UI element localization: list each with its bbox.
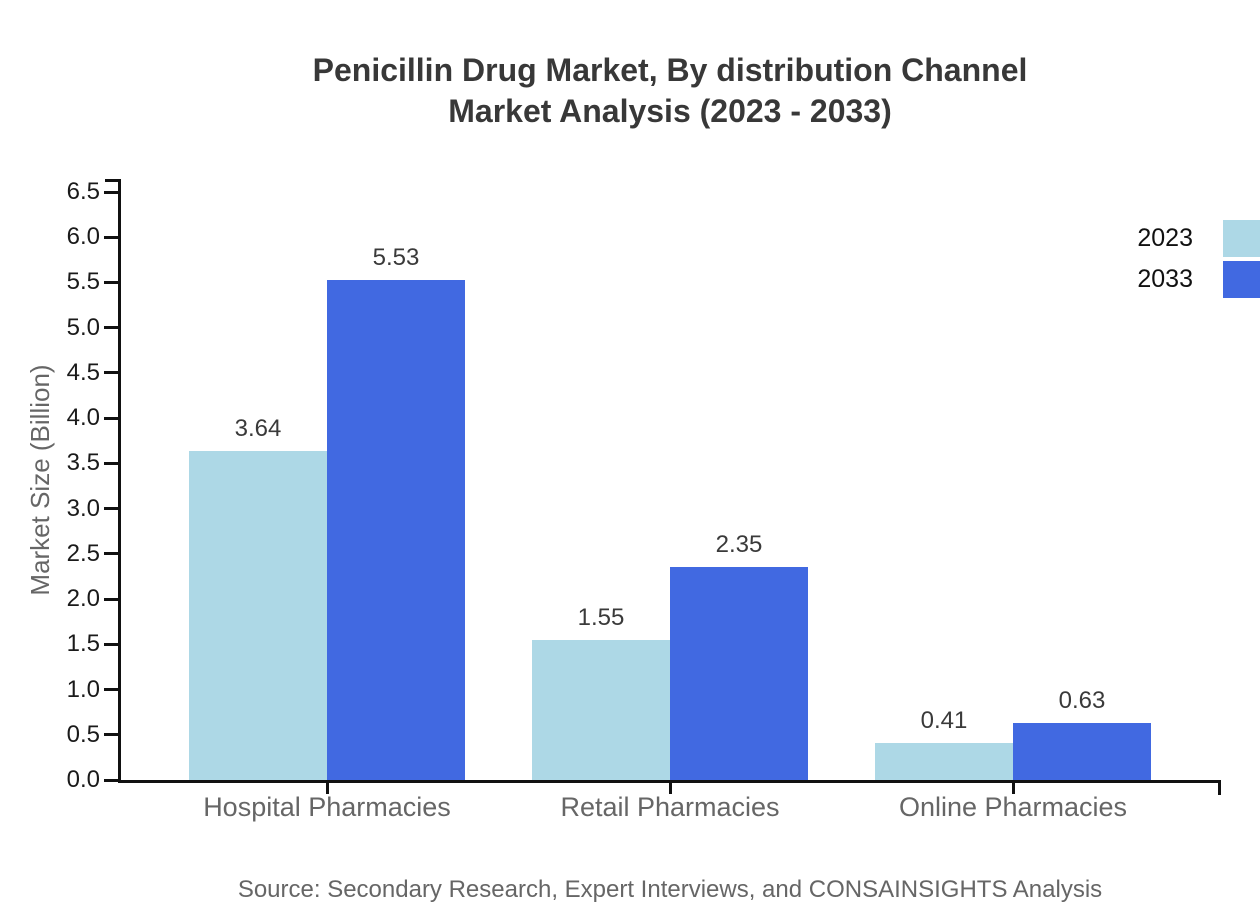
y-tick [104,280,118,284]
y-tick [104,733,118,737]
bar-value-label: 0.63 [1058,687,1106,714]
x-axis-right-cap [1218,780,1221,795]
x-tick [325,780,329,794]
bar-2023-0 [189,450,327,780]
bar-2023-2 [875,742,1013,780]
y-tick-label: 5.0 [66,313,100,341]
y-tick [104,597,118,601]
bar-value-label: 3.64 [234,414,282,442]
y-tick-label: 1.0 [66,675,100,703]
y-tick [104,416,118,420]
category-label: Hospital Pharmacies [203,792,451,822]
y-tick-label: 0.0 [66,766,100,793]
chart-title: Penicillin Drug Market, By distribution … [80,50,1260,132]
y-tick-label: 3.5 [66,449,100,477]
y-tick [104,190,118,194]
x-tick [668,780,672,794]
chart-title-line2: Market Analysis (2023 - 2033) [448,93,892,129]
bar-value-label: 2.35 [715,531,763,559]
y-tick [104,688,118,692]
bar-2033-0 [327,279,465,780]
y-axis-top-cap [105,179,121,182]
y-tick [104,371,118,375]
bar-2033-2 [1013,723,1151,780]
category-label: Online Pharmacies [898,792,1128,822]
bar-2023-1 [532,639,670,780]
bar-value-label: 0.41 [920,706,968,734]
y-tick [104,235,118,239]
y-tick-label: 3.0 [66,494,100,522]
category-label: Retail Pharmacies [560,792,780,822]
bar-value-label: 5.53 [372,243,420,271]
bar-2033-1 [670,567,808,780]
legend-swatch-2033 [1223,261,1260,298]
legend-swatch-2023 [1223,220,1260,257]
y-tick [104,461,118,465]
chart-title-line1: Penicillin Drug Market, By distribution … [312,52,1028,88]
legend-label-2033: 2033 [1137,265,1193,293]
y-tick-label: 4.5 [66,358,100,386]
y-tick-label: 4.0 [66,404,100,432]
y-tick-label: 6.0 [66,223,100,251]
y-axis-line [118,179,121,783]
source-note: Source: Secondary Research, Expert Inter… [237,876,1103,903]
y-tick-label: 1.5 [66,630,100,658]
x-tick [1011,780,1015,794]
y-tick-label: 2.0 [66,585,100,613]
y-tick [104,507,118,511]
y-tick [104,326,118,330]
y-tick-label: 5.5 [66,268,100,296]
y-tick-label: 0.5 [66,720,100,748]
y-tick [104,778,118,782]
y-tick-label: 6.5 [66,178,100,205]
y-tick [104,552,118,556]
y-tick-label: 2.5 [66,539,100,567]
legend-label-2023: 2023 [1137,224,1193,252]
bar-value-label: 1.55 [577,603,625,631]
y-tick [104,642,118,646]
